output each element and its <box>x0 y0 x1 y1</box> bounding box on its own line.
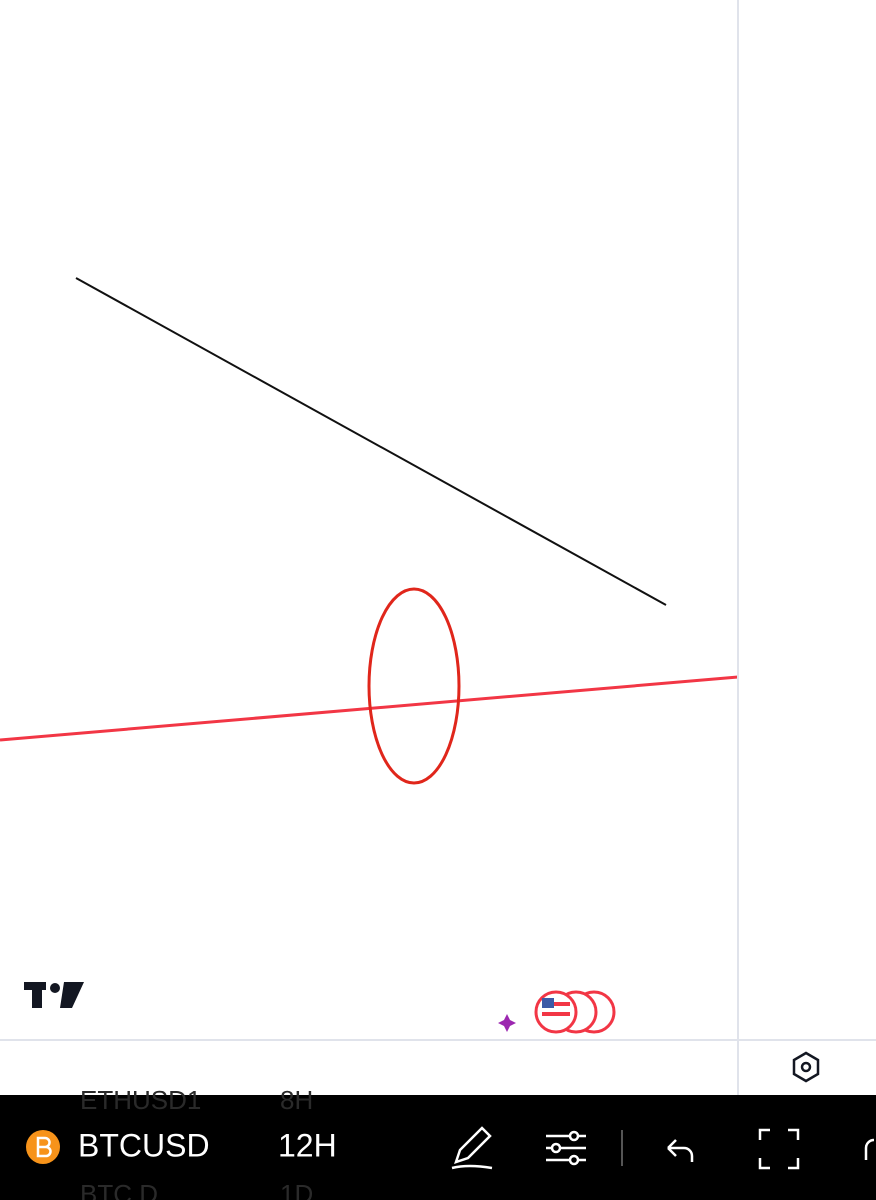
indicators-button[interactable] <box>546 1130 586 1166</box>
settings-button[interactable] <box>792 1051 820 1083</box>
interval[interactable]: 12H <box>278 1127 337 1163</box>
highlight-ellipse <box>367 587 461 785</box>
ghost-symbol: ETHUSD1 <box>80 1085 201 1115</box>
ghost-interval: 8H <box>280 1085 313 1115</box>
symbol-icon[interactable] <box>26 1130 60 1164</box>
draw-button[interactable] <box>451 1126 493 1170</box>
more-button[interactable] <box>864 1138 875 1160</box>
trend-line <box>75 277 667 606</box>
ghost-interval: 1D <box>280 1179 313 1200</box>
tradingview-logo <box>24 982 84 1008</box>
ghost-symbol: BTC.D <box>80 1179 158 1200</box>
symbol[interactable]: BTCUSD <box>78 1127 210 1163</box>
toolbar <box>0 1095 876 1200</box>
events-icons <box>498 990 616 1034</box>
undo-button[interactable] <box>667 1139 694 1162</box>
fullscreen-button[interactable] <box>758 1128 800 1170</box>
